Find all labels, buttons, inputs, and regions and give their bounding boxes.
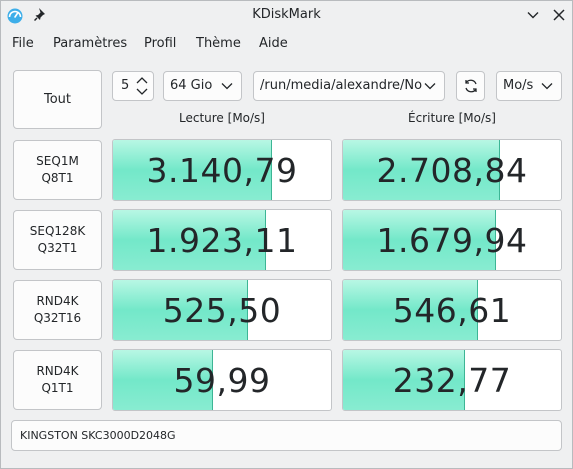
refresh-icon [464,79,477,93]
read-progress-fill [113,280,249,340]
device-info-field[interactable]: KINGSTON SKC3000D2048G [11,420,562,451]
read-value: 525,50 [162,290,282,330]
read-result-seq1m: 3.140,79 [112,139,332,201]
read-progress-fill [113,350,214,410]
menu-theme[interactable]: Thème [196,36,241,51]
menu-profile[interactable]: Profil [144,36,177,51]
window-title: KDiskMark [252,7,321,22]
write-value: 546,61 [392,290,512,330]
chevron-down-icon [424,83,436,90]
write-value: 2.708,84 [376,150,528,190]
close-icon [553,9,565,21]
size-value: 64 Gio [170,78,213,93]
write-result-rnd4k-q1t1: 232,77 [342,349,562,411]
close-button[interactable] [551,7,567,23]
read-result-seq128k: 1.923,11 [112,209,332,271]
device-name: KINGSTON SKC3000D2048G [20,429,176,442]
write-progress-fill [343,210,496,270]
minimize-button[interactable] [525,7,541,23]
spin-down-icon[interactable] [136,87,148,97]
menu-bar: File Paramètres Profil Thème Aide [1,30,572,58]
run-all-button[interactable]: Tout [13,70,102,129]
write-result-seq1m: 2.708,84 [342,139,562,201]
test-params: Q32T1 [37,241,78,255]
test-params: Q32T16 [33,311,82,325]
test-seq1m-q8t1-button[interactable]: SEQ1M Q8T1 [13,140,102,200]
spin-up-icon[interactable] [136,75,148,85]
write-value: 232,77 [392,360,512,400]
chevron-down-icon [541,83,553,90]
target-path-combobox[interactable]: /run/media/alexandre/Nouv [253,71,445,101]
write-column-header: Écriture [Mo/s] [408,111,496,125]
write-progress-fill [343,280,479,340]
chevron-down-icon [221,83,233,90]
write-result-rnd4k-q32t16: 546,61 [342,279,562,341]
read-value: 1.923,11 [146,220,298,260]
test-name: RND4K [36,294,79,308]
refresh-button[interactable] [456,71,485,101]
test-name: SEQ1M [36,154,79,168]
test-params: Q8T1 [41,171,74,185]
test-rnd4k-q32t16-button[interactable]: RND4K Q32T16 [13,280,102,340]
read-result-rnd4k-q32t16: 525,50 [112,279,332,341]
runs-spinbox[interactable]: 5 [112,71,154,101]
read-value: 3.140,79 [146,150,298,190]
read-value: 59,99 [173,360,271,400]
unit-combobox[interactable]: Mo/s [496,71,562,101]
write-value: 1.679,94 [376,220,528,260]
app-speedometer-icon[interactable] [6,6,24,24]
read-column-header: Lecture [Mo/s] [179,111,265,125]
menu-file[interactable]: File [12,36,34,51]
menu-help[interactable]: Aide [259,36,288,51]
title-bar: KDiskMark [1,1,572,30]
write-result-seq128k: 1.679,94 [342,209,562,271]
test-name: SEQ128K [29,224,86,238]
pin-icon[interactable] [34,7,48,23]
read-result-rnd4k-q1t1: 59,99 [112,349,332,411]
menu-settings[interactable]: Paramètres [53,36,128,51]
read-progress-fill [113,210,266,270]
write-progress-fill [343,350,466,410]
target-path-value: /run/media/alexandre/Nouv [260,78,422,93]
size-combobox[interactable]: 64 Gio [163,71,242,101]
test-name: RND4K [36,364,79,378]
read-progress-fill [113,140,273,200]
test-rnd4k-q1t1-button[interactable]: RND4K Q1T1 [13,350,102,410]
chevron-down-icon [527,12,539,19]
write-progress-fill [343,140,500,200]
unit-value: Mo/s [503,78,534,93]
test-params: Q1T1 [41,381,74,395]
test-seq128k-q32t1-button[interactable]: SEQ128K Q32T1 [13,210,102,270]
runs-value: 5 [121,78,130,93]
